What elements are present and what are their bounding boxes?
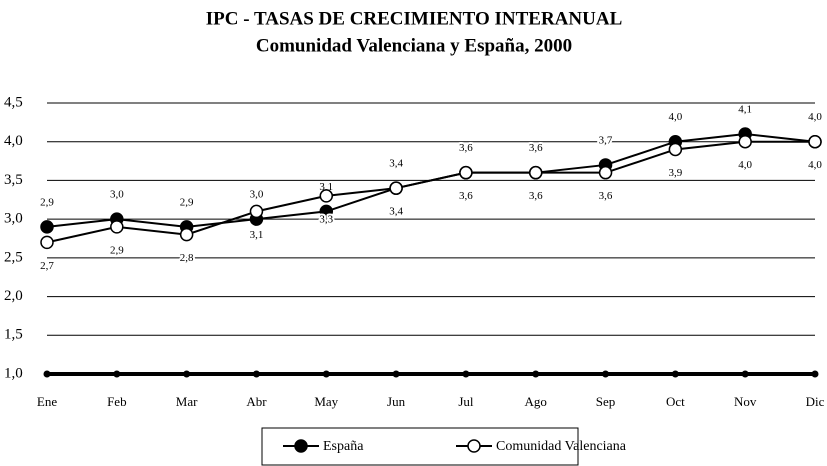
data-label: 4,0 <box>808 159 822 171</box>
data-label: 3,9 <box>668 167 682 179</box>
data-label: 3,7 <box>599 134 613 146</box>
data-label: 3,0 <box>110 189 124 201</box>
point-marker <box>598 165 613 180</box>
point-marker <box>319 189 334 203</box>
series-line <box>46 132 816 228</box>
x-tick-mark <box>392 370 400 378</box>
x-tick-mark <box>113 370 121 378</box>
x-tick-label: Nov <box>734 394 757 409</box>
data-label: 2,7 <box>40 260 54 272</box>
data-label: 3,3 <box>319 213 333 225</box>
data-label: 4,0 <box>738 159 752 171</box>
x-tick-mark <box>462 370 470 378</box>
x-tick-label: May <box>314 394 338 409</box>
data-label: 3,0 <box>250 189 264 201</box>
data-label: 3,6 <box>599 190 613 202</box>
data-label: 3,6 <box>529 190 543 202</box>
y-tick-label: 1,5 <box>4 327 23 343</box>
data-label: 4,0 <box>808 111 822 123</box>
data-label: 2,9 <box>110 244 124 256</box>
point-marker <box>459 165 473 180</box>
x-tick-label: Jun <box>387 394 406 409</box>
point-marker <box>808 134 822 149</box>
x-tick-label: Mar <box>176 394 198 409</box>
point-marker <box>389 181 403 195</box>
x-tick-label: Ago <box>525 394 547 409</box>
point-marker <box>249 204 264 219</box>
data-label: 3,4 <box>389 206 403 218</box>
point-marker <box>179 227 194 242</box>
x-tick-label: Sep <box>596 394 616 409</box>
y-tick-label: 2,5 <box>4 249 23 265</box>
point-marker <box>528 165 543 180</box>
y-tick-label: 3,0 <box>4 211 23 227</box>
legend-label: España <box>323 439 364 454</box>
y-tick-label: 1,0 <box>4 365 23 381</box>
legend-marker <box>467 439 481 453</box>
chart-title: IPC - TASAS DE CRECIMIENTO INTERANUAL <box>206 8 623 29</box>
x-tick-mark <box>183 370 191 378</box>
x-tick-mark <box>741 370 749 378</box>
series-line <box>46 140 815 244</box>
x-tick-mark <box>252 370 260 378</box>
data-label: 3,6 <box>459 142 473 154</box>
x-tick-mark <box>671 370 679 378</box>
x-tick-mark <box>602 370 610 378</box>
data-label: 2,9 <box>40 196 54 208</box>
data-label: 3,6 <box>529 142 543 154</box>
point-marker <box>40 235 54 250</box>
point-marker <box>319 204 334 219</box>
x-tick-mark <box>43 370 51 378</box>
data-label: 2,9 <box>180 196 194 208</box>
data-label: 3,6 <box>459 190 473 202</box>
legend-label: Comunidad Valenciana <box>496 439 627 454</box>
x-tick-label: Feb <box>107 394 127 409</box>
data-label: 3,4 <box>389 158 403 170</box>
x-tick-label: Ene <box>37 394 57 409</box>
y-tick-label: 2,0 <box>4 288 23 304</box>
data-label: 3,1 <box>250 229 264 241</box>
chart-subtitle: Comunidad Valenciana y España, 2000 <box>256 35 572 56</box>
point-marker <box>110 220 124 234</box>
point-marker <box>668 142 683 157</box>
x-tick-label: Oct <box>666 394 685 409</box>
x-tick-mark <box>532 370 540 378</box>
x-tick-label: Abr <box>246 394 267 409</box>
legend-marker <box>294 439 308 453</box>
y-tick-label: 4,5 <box>4 94 23 110</box>
y-tick-label: 3,5 <box>4 172 23 188</box>
point-marker <box>738 134 752 149</box>
y-tick-label: 4,0 <box>4 133 23 149</box>
x-tick-label: Dic <box>806 394 825 409</box>
x-tick-mark <box>322 370 330 378</box>
point-marker <box>40 220 54 234</box>
x-tick-label: Jul <box>458 394 474 409</box>
data-label: 4,1 <box>738 104 752 116</box>
data-label: 4,0 <box>668 111 682 123</box>
data-label: 2,8 <box>180 252 194 264</box>
x-tick-mark <box>811 370 819 378</box>
